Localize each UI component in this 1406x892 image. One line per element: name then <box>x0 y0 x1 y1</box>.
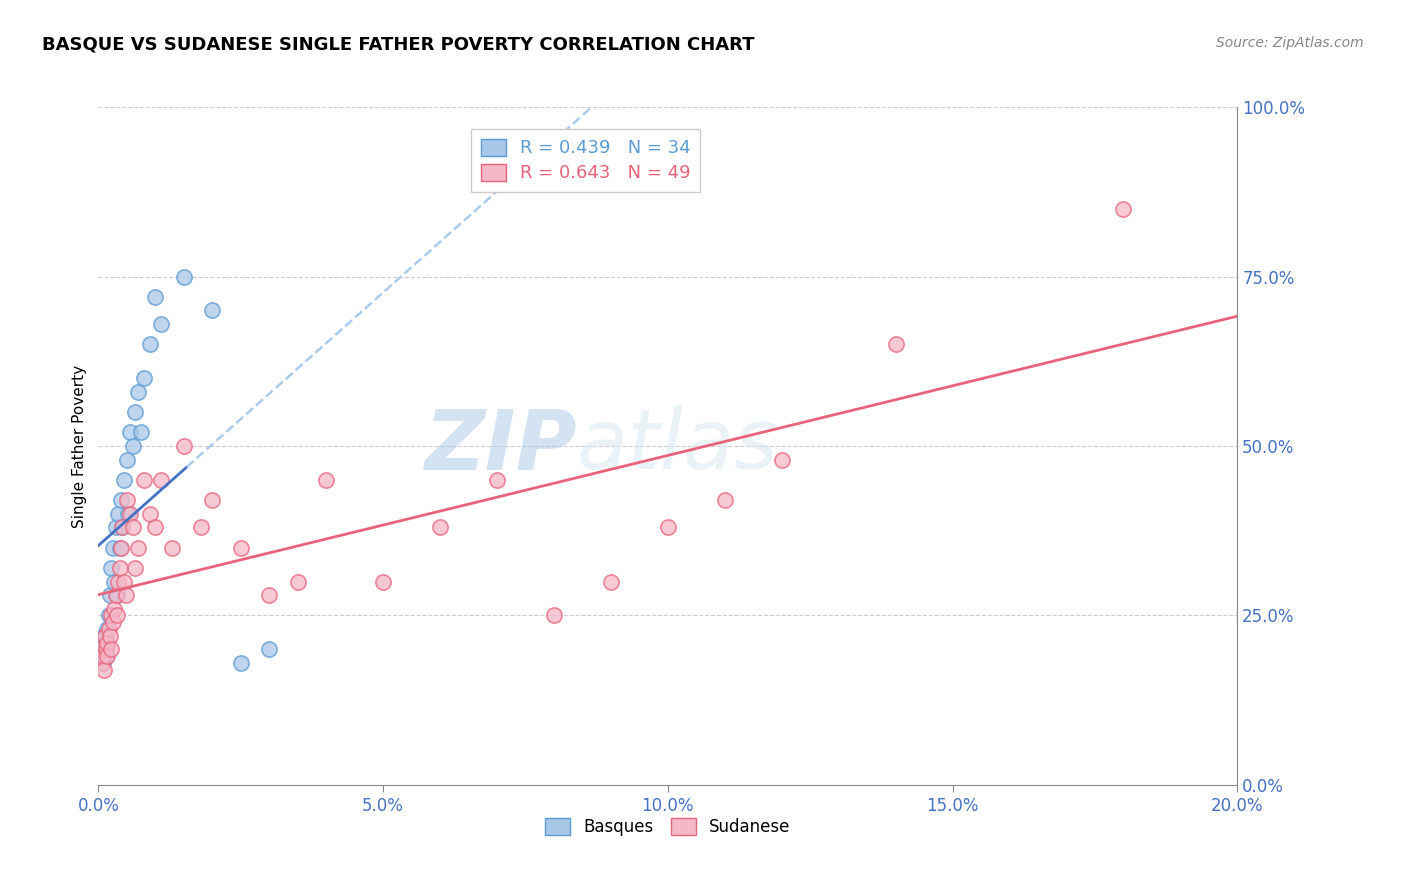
Point <box>96 649 118 664</box>
Point <box>201 493 224 508</box>
Point <box>124 405 146 419</box>
Point <box>162 541 184 555</box>
Point <box>145 520 167 534</box>
Point <box>108 561 131 575</box>
Point <box>101 615 124 630</box>
Point <box>121 439 143 453</box>
Point <box>259 642 281 657</box>
Point <box>112 574 135 589</box>
Point <box>371 574 394 589</box>
Point <box>107 507 129 521</box>
Point <box>111 520 134 534</box>
Point <box>138 507 160 521</box>
Point <box>90 642 112 657</box>
Point <box>117 507 139 521</box>
Point <box>259 588 281 602</box>
Point <box>150 473 173 487</box>
Text: Source: ZipAtlas.com: Source: ZipAtlas.com <box>1216 36 1364 50</box>
Point <box>101 541 124 555</box>
Point <box>600 574 623 589</box>
Point <box>115 493 138 508</box>
Point <box>108 541 131 555</box>
Point <box>287 574 309 589</box>
Point <box>124 561 146 575</box>
Point <box>132 473 155 487</box>
Point <box>91 656 114 670</box>
Point <box>104 520 127 534</box>
Point <box>486 473 509 487</box>
Point <box>104 588 127 602</box>
Point <box>96 635 118 649</box>
Point <box>112 473 135 487</box>
Point <box>105 588 128 602</box>
Point <box>103 574 125 589</box>
Point <box>201 303 224 318</box>
Point <box>173 269 195 284</box>
Point <box>114 588 136 602</box>
Text: atlas: atlas <box>576 406 779 486</box>
Point <box>98 588 121 602</box>
Point <box>121 520 143 534</box>
Point <box>91 649 114 664</box>
Point <box>118 507 141 521</box>
Point <box>150 317 173 331</box>
Y-axis label: Single Father Poverty: Single Father Poverty <box>72 365 87 527</box>
Point <box>127 541 149 555</box>
Point <box>657 520 679 534</box>
Point <box>118 425 141 440</box>
Point <box>129 425 152 440</box>
Point <box>93 663 115 677</box>
Point <box>98 629 121 643</box>
Point <box>97 608 120 623</box>
Point <box>91 656 114 670</box>
Point <box>100 608 122 623</box>
Point <box>93 629 115 643</box>
Point <box>100 561 122 575</box>
Point <box>714 493 737 508</box>
Point <box>229 656 252 670</box>
Point <box>105 608 128 623</box>
Text: ZIP: ZIP <box>425 406 576 486</box>
Point <box>1112 202 1135 216</box>
Point <box>145 290 167 304</box>
Point <box>138 337 160 351</box>
Point <box>229 541 252 555</box>
Point <box>94 642 117 657</box>
Point <box>107 574 129 589</box>
Point <box>127 384 149 399</box>
Point <box>103 601 125 615</box>
Point <box>94 642 117 657</box>
Point <box>190 520 212 534</box>
Point <box>96 622 118 636</box>
Point <box>115 452 138 467</box>
Point <box>315 473 337 487</box>
Point <box>94 629 117 643</box>
Point <box>111 520 134 534</box>
Point <box>543 608 565 623</box>
Point <box>429 520 451 534</box>
Point <box>110 493 132 508</box>
Point <box>100 642 122 657</box>
Point <box>884 337 907 351</box>
Text: BASQUE VS SUDANESE SINGLE FATHER POVERTY CORRELATION CHART: BASQUE VS SUDANESE SINGLE FATHER POVERTY… <box>42 36 755 54</box>
Point <box>173 439 195 453</box>
Point <box>770 452 793 467</box>
Point <box>96 635 118 649</box>
Point <box>97 622 120 636</box>
Point <box>94 649 117 664</box>
Legend: Basques, Sudanese: Basques, Sudanese <box>537 810 799 845</box>
Point <box>132 371 155 385</box>
Point <box>110 541 132 555</box>
Point <box>90 642 112 657</box>
